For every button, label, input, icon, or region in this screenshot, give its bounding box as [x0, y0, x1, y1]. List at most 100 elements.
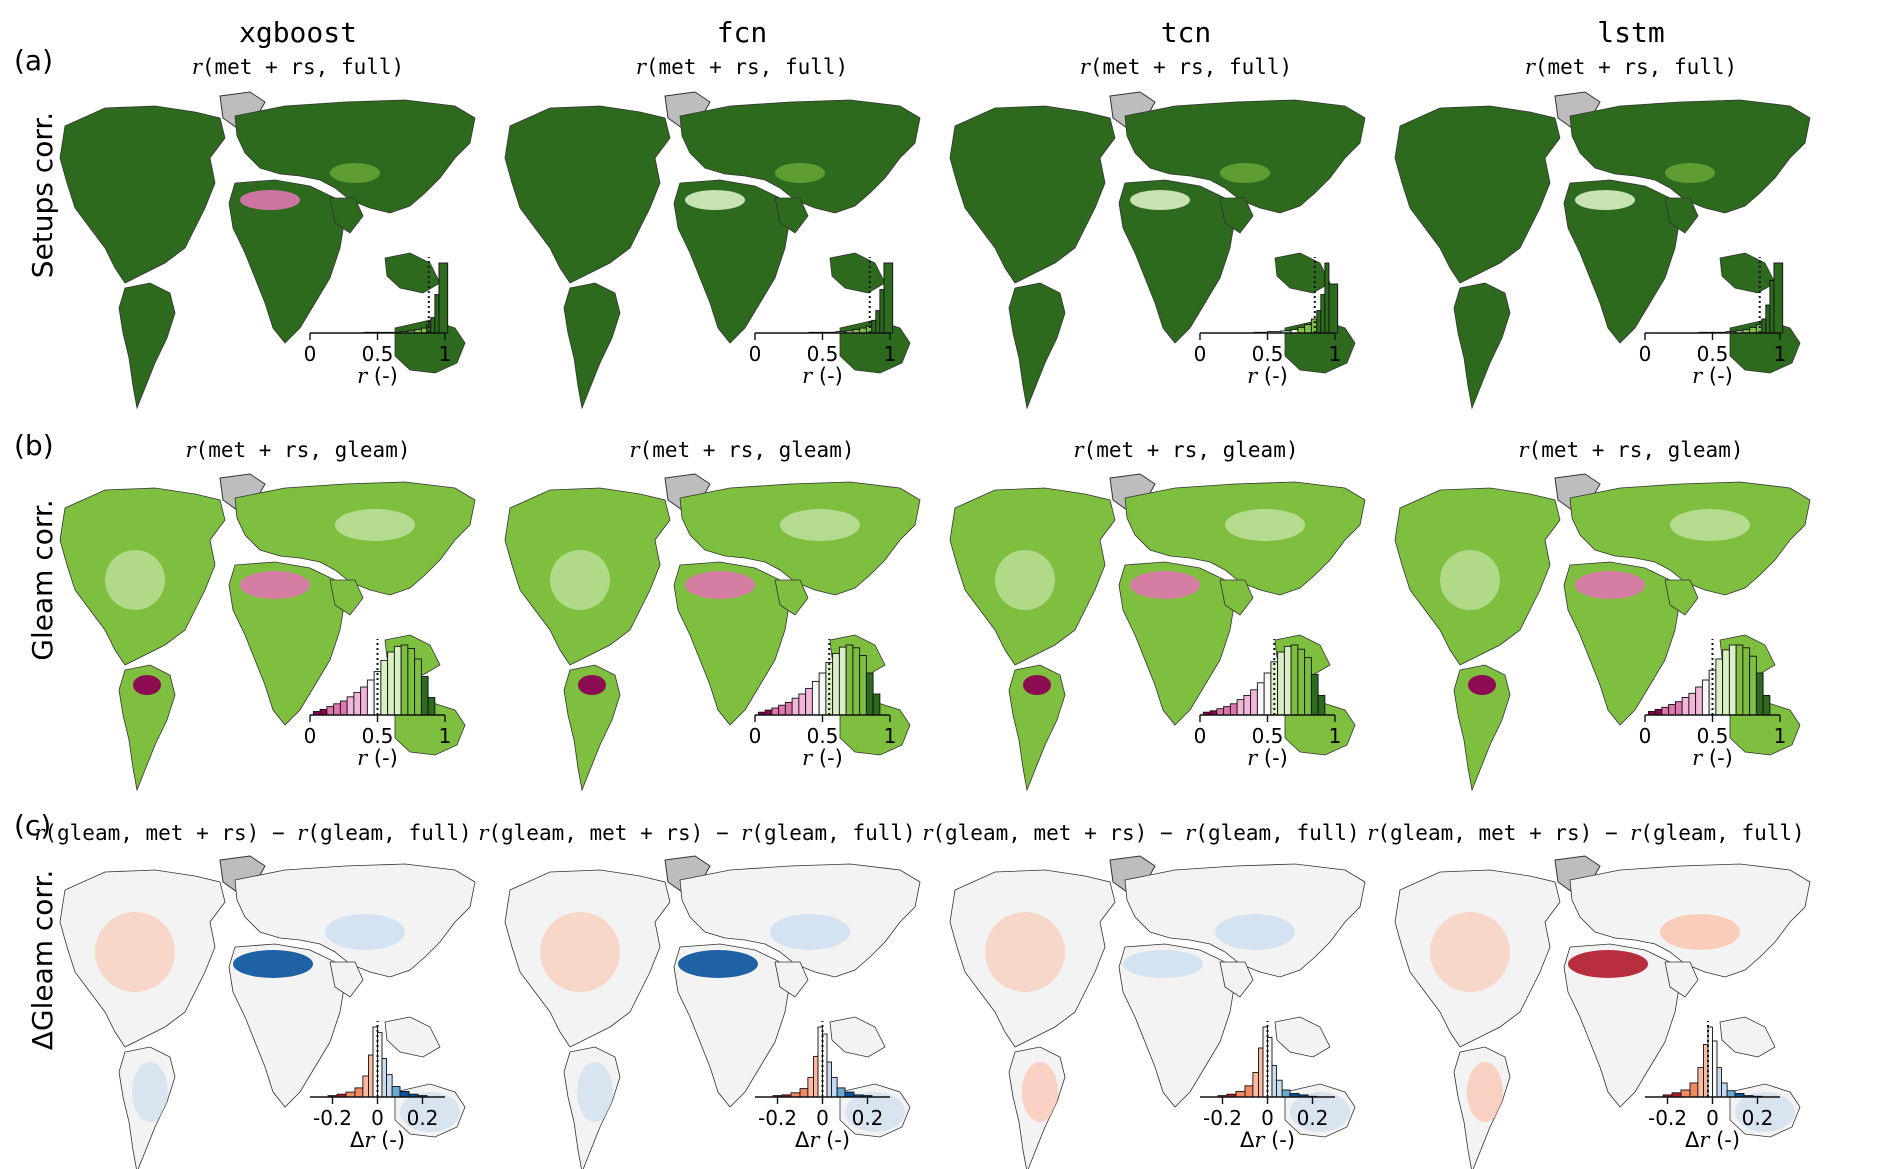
- world-map: [59, 91, 476, 410]
- world-map: [59, 855, 476, 1169]
- histogram-bar: [1281, 1089, 1291, 1098]
- histogram-bar: [1290, 644, 1299, 716]
- map-accent: [335, 509, 415, 541]
- map-accent: [1660, 914, 1740, 950]
- histogram-bar: [1244, 1085, 1254, 1098]
- tick-label: 1: [1329, 342, 1342, 366]
- histogram-bar: [1216, 708, 1225, 716]
- histogram-bar: [360, 686, 368, 716]
- tick-label: -0.2: [1648, 1106, 1687, 1130]
- histogram-bar: [1697, 1067, 1704, 1098]
- continent-arabia: [329, 579, 364, 616]
- model-title-tcn: tcn: [1161, 16, 1212, 49]
- histogram-bar: [1726, 1090, 1736, 1098]
- map-accent: [845, 1092, 905, 1132]
- continent-seAsia: [829, 1016, 886, 1058]
- continent-northAmerica: [504, 105, 671, 284]
- map-accent: [685, 571, 755, 599]
- continent-southAmerica: [1453, 664, 1511, 792]
- histogram-bar: [1701, 679, 1710, 716]
- continent-southAmerica: [118, 282, 176, 410]
- tick-label: 0.5: [807, 724, 839, 748]
- row-label-2: ΔGleam corr.: [26, 870, 59, 1051]
- histogram-bar: [811, 680, 820, 716]
- subtitle-0-0: r(met + rs, full): [192, 55, 404, 79]
- histogram-bar: [1229, 703, 1238, 716]
- map-accent: [330, 163, 380, 183]
- histogram-bar: [1317, 694, 1326, 716]
- histogram-bar: [883, 262, 894, 334]
- continent-arabia: [1219, 197, 1254, 234]
- continent-southAmerica: [118, 664, 176, 792]
- continent-southAmerica: [563, 282, 621, 410]
- continent-arabia: [774, 579, 809, 616]
- map-accent: [1735, 1092, 1795, 1132]
- map-accent: [985, 912, 1065, 992]
- row-label-1: Gleam corr.: [26, 499, 59, 660]
- tick-label: 0.2: [1742, 1106, 1774, 1130]
- map-accent: [1575, 190, 1635, 210]
- histogram-bar: [354, 1087, 364, 1098]
- histogram-bar: [1324, 262, 1330, 334]
- map-accent: [1467, 1062, 1503, 1122]
- histogram-bar: [1297, 326, 1306, 334]
- row-letter-0: (a): [14, 44, 53, 77]
- continent-arabia: [774, 961, 809, 998]
- histogram: 0 0.5 1 r (-): [749, 257, 897, 388]
- histogram-bar: [859, 655, 867, 716]
- continent-northAmerica: [949, 105, 1116, 284]
- map-accent: [1430, 912, 1510, 992]
- x-axis-label: r (-): [1692, 364, 1733, 388]
- tick-label: 0: [371, 1106, 384, 1130]
- histogram-bar: [871, 319, 877, 334]
- world-map: [949, 91, 1366, 410]
- histogram-bar: [1304, 324, 1312, 334]
- histogram-bar: [1712, 1040, 1718, 1098]
- x-axis-label: r (-): [802, 364, 843, 388]
- continent-africa: [228, 179, 346, 344]
- map-accent: [1225, 509, 1305, 541]
- histogram: 0 0.5 1 r (-): [1194, 639, 1341, 770]
- histogram-bar: [1765, 304, 1771, 334]
- subtitle-0-1: r(met + rs, full): [636, 55, 848, 79]
- continent-northAmerica: [1394, 105, 1561, 284]
- tick-label: 1: [884, 342, 897, 366]
- histogram: 0 0.5 1 r (-): [304, 257, 452, 388]
- world-map: [504, 473, 921, 792]
- world-map: [59, 473, 476, 792]
- continent-seAsia: [384, 1016, 441, 1058]
- histogram-bar: [1310, 673, 1319, 716]
- tick-label: 0.2: [1297, 1106, 1329, 1130]
- continent-africa: [1118, 561, 1236, 726]
- map-accent: [1665, 163, 1715, 183]
- subtitle-2-1: r(gleam, met + rs) − r(gleam, full): [478, 821, 915, 845]
- histogram-bar: [366, 679, 375, 716]
- map-accent: [1130, 571, 1200, 599]
- tick-label: 0.5: [1697, 724, 1729, 748]
- continent-seAsia: [829, 252, 886, 294]
- model-title-lstm: lstm: [1597, 16, 1664, 49]
- map-accent: [240, 571, 310, 599]
- histogram-bar: [1755, 672, 1764, 716]
- histogram-bar: [1728, 644, 1737, 716]
- subtitle-2-0: r(gleam, met + rs) − r(gleam, full): [34, 821, 471, 845]
- tick-label: 1: [1774, 724, 1787, 748]
- histogram: 0 0.5 1 r (-): [1194, 257, 1342, 388]
- tick-label: 0.5: [1252, 342, 1284, 366]
- tick-label: -0.2: [758, 1106, 797, 1130]
- histogram-bar: [1716, 1067, 1722, 1098]
- world-map: [1394, 91, 1811, 410]
- histogram: -0.2 0 0.2Δr (-): [1645, 1021, 1780, 1152]
- histogram-bar: [1668, 704, 1676, 716]
- tick-label: 1: [439, 342, 452, 366]
- histogram-bar: [1243, 694, 1252, 716]
- histogram-bar: [832, 652, 840, 716]
- histogram-bar: [1773, 262, 1784, 334]
- map-accent: [577, 1062, 613, 1122]
- histogram-bar: [1304, 657, 1312, 716]
- histogram-bar: [393, 645, 402, 716]
- x-axis-label: Δr (-): [350, 1128, 405, 1152]
- histogram-bar: [386, 1074, 393, 1098]
- tick-label: 0: [1639, 342, 1652, 366]
